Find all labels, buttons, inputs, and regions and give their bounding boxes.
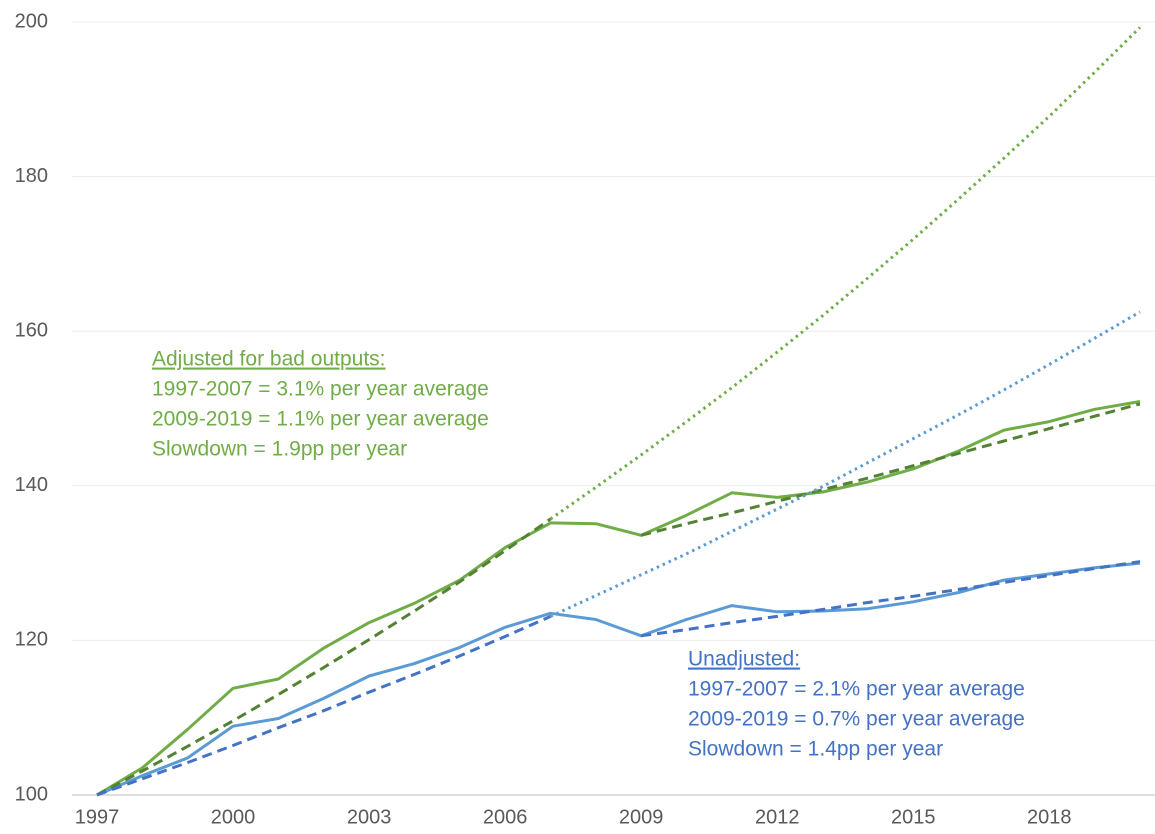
- y-tick-label: 120: [15, 629, 48, 651]
- y-tick-label: 140: [15, 474, 48, 496]
- annotation-line: Slowdown = 1.4pp per year: [688, 738, 943, 761]
- annotation-line: 2009-2019 = 1.1% per year average: [152, 408, 489, 431]
- y-tick-label: 160: [15, 319, 48, 341]
- annotation-line: 2009-2019 = 0.7% per year average: [688, 708, 1025, 731]
- annotation: Adjusted for bad outputs: 1997-2007 = 3.1…: [152, 348, 489, 461]
- y-tick-label: 100: [15, 783, 48, 805]
- line-dashed: [96, 402, 1141, 797]
- line-dotted: [549, 310, 1141, 618]
- annotation-line: Slowdown = 1.9pp per year: [152, 438, 407, 461]
- annotation-heading: Adjusted for bad outputs:: [152, 348, 386, 371]
- x-tick-label: 2012: [755, 806, 800, 828]
- x-tick-label: 2015: [891, 806, 936, 828]
- line-dashed: [96, 560, 1141, 797]
- line-dotted: [549, 26, 1142, 521]
- annotation: Unadjusted: 1997-2007 = 2.1% per year ave…: [688, 648, 1025, 761]
- x-tick-label: 2003: [347, 806, 392, 828]
- x-tick-label: 2018: [1027, 806, 1072, 828]
- annotation-heading: Unadjusted:: [688, 648, 800, 671]
- y-tick-label: 200: [15, 10, 48, 32]
- x-tick-label: 1997: [75, 806, 120, 828]
- annotation-line: 1997-2007 = 2.1% per year average: [688, 678, 1025, 701]
- annotation-line: 1997-2007 = 3.1% per year average: [152, 378, 489, 401]
- x-tick-label: 2006: [483, 806, 528, 828]
- y-tick-label: 180: [15, 165, 48, 187]
- x-tick-label: 2009: [619, 806, 664, 828]
- x-tick-label: 2000: [211, 806, 256, 828]
- line-solid: [96, 561, 1141, 797]
- line-solid: [96, 400, 1141, 797]
